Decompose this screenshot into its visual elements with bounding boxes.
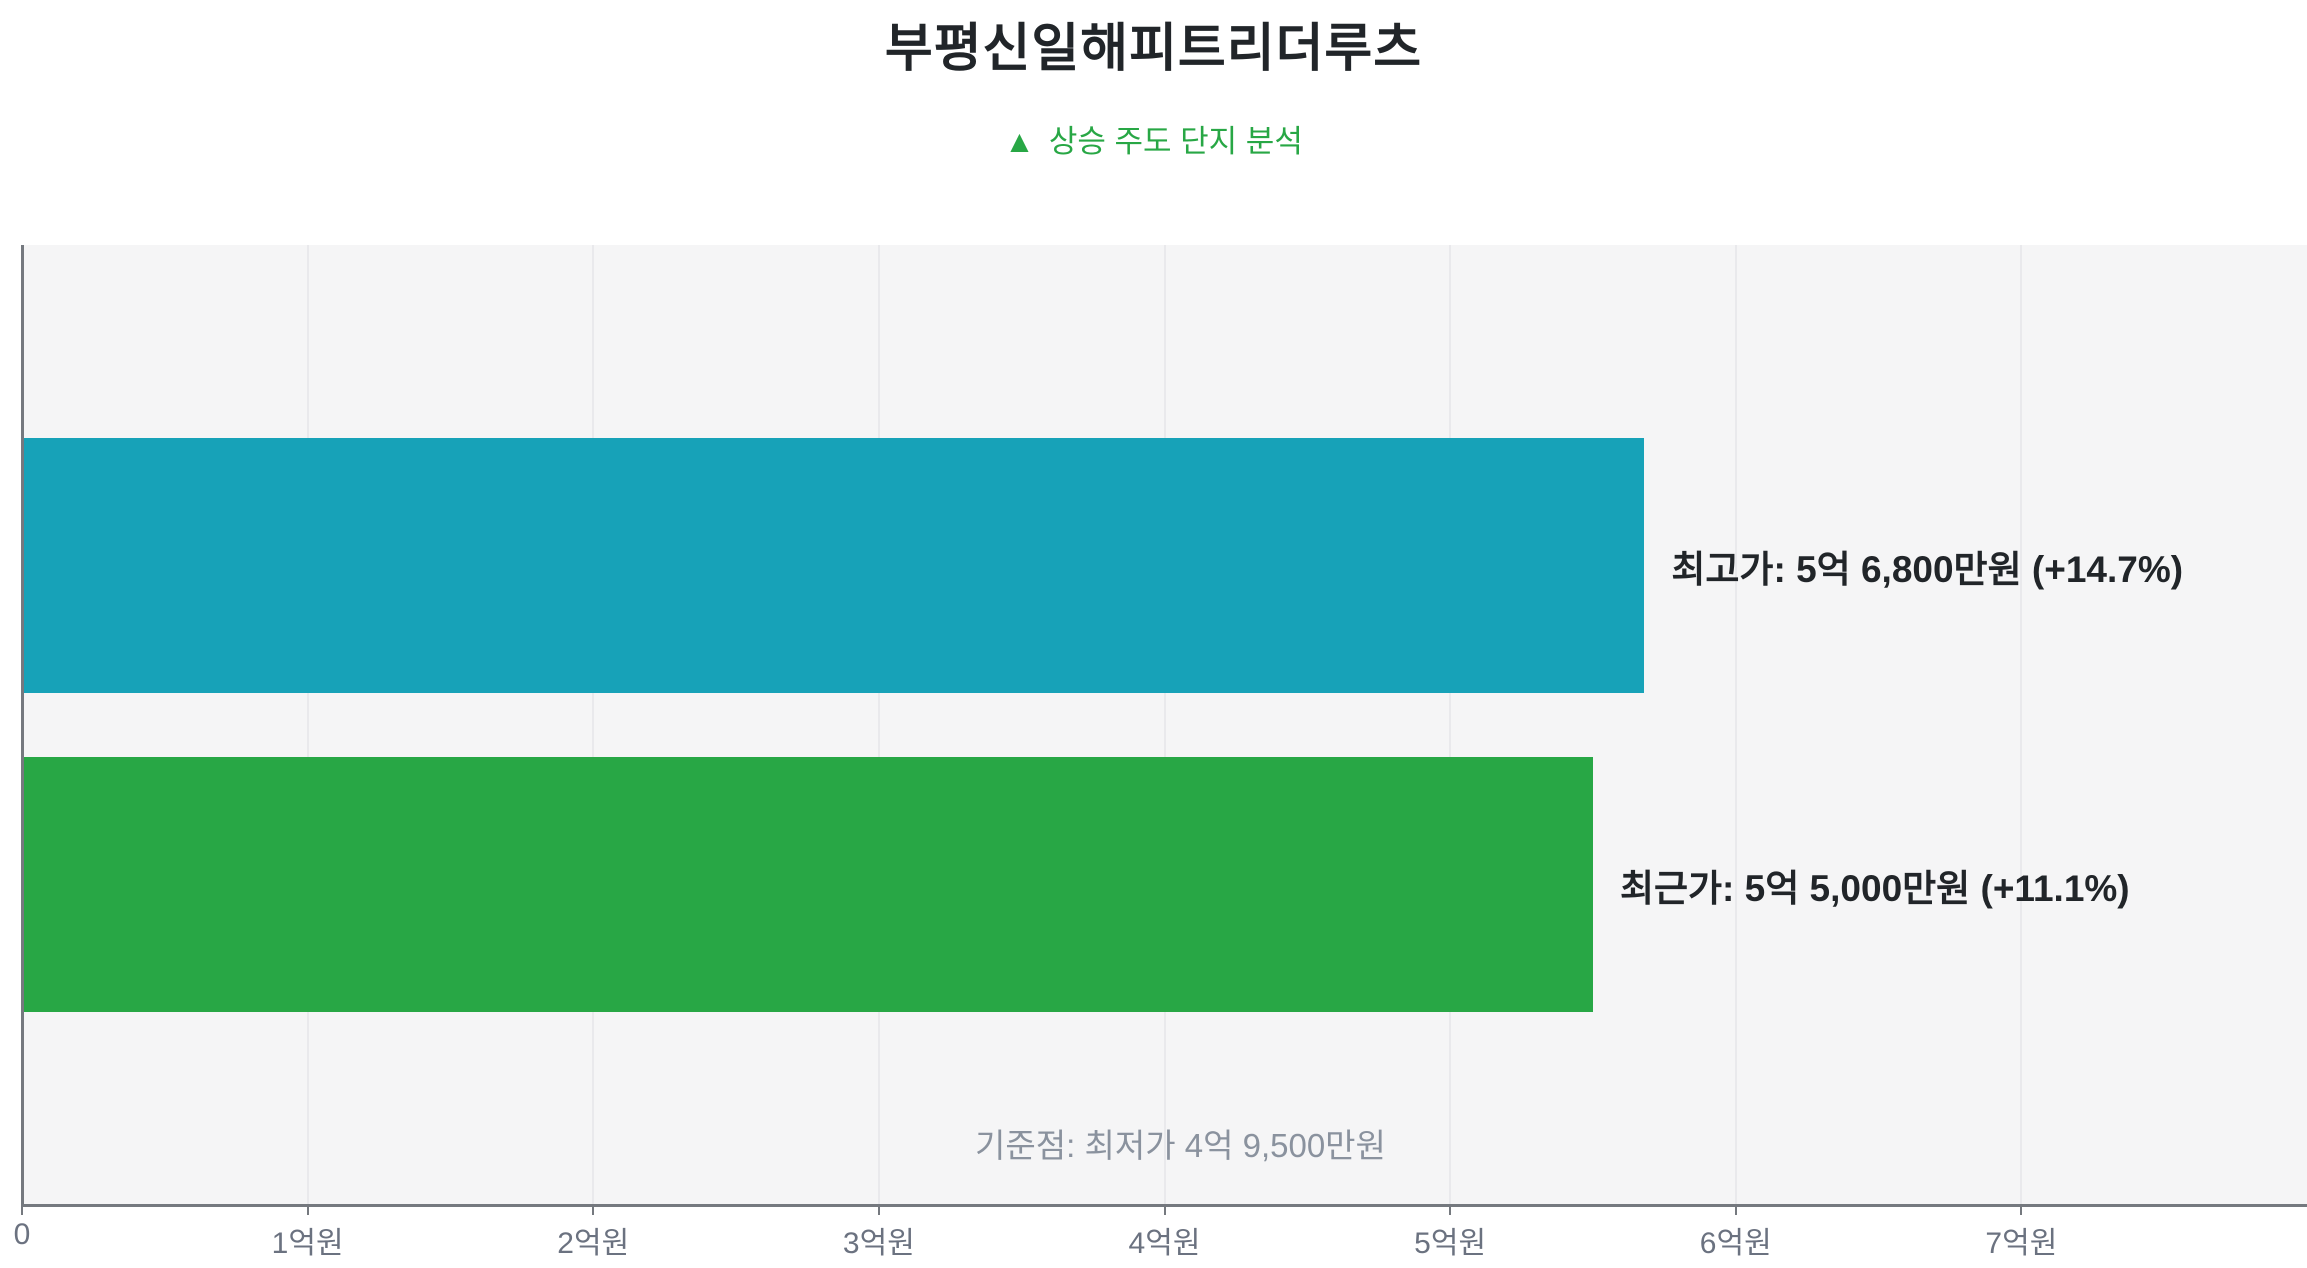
x-tick-mark xyxy=(21,1207,23,1215)
gridline xyxy=(877,245,880,1204)
plot-background xyxy=(24,245,2307,1204)
gridline xyxy=(306,245,309,1204)
gridline xyxy=(2020,245,2023,1204)
x-tick-mark xyxy=(1449,1207,1452,1215)
bar-value-label-recent-price: 최근가: 5억 5,000만원 (+11.1%) xyxy=(1619,867,2130,909)
x-tick-mark xyxy=(2020,1207,2023,1215)
chart-subtitle: ▲ 상승 주도 단지 분석 xyxy=(0,116,2307,161)
plot-area: 최고가: 5억 6,800만원 (+14.7%) 최근가: 5억 5,000만원 … xyxy=(14,245,2307,1260)
x-tick-label: 5억원 xyxy=(1414,1227,1487,1260)
x-tick-label: 2억원 xyxy=(557,1227,630,1260)
gridline xyxy=(1163,245,1166,1204)
x-tick-label: 0 xyxy=(13,1218,31,1251)
gridline xyxy=(592,245,595,1204)
x-axis-line xyxy=(21,1204,2307,1207)
x-tick-mark xyxy=(592,1207,595,1215)
x-tick-label: 3억원 xyxy=(842,1227,915,1260)
x-tick-label: 1억원 xyxy=(271,1227,344,1260)
baseline-annotation: 기준점: 최저가 4억 9,500만원 xyxy=(975,1126,1386,1164)
up-triangle-icon: ▲ xyxy=(1004,124,1035,159)
y-axis-line xyxy=(21,245,24,1207)
bar-recent-price xyxy=(24,757,1593,1013)
x-tick-mark xyxy=(1163,1207,1166,1215)
x-tick-mark xyxy=(306,1207,309,1215)
x-tick-label: 6억원 xyxy=(1699,1227,1772,1260)
x-tick-mark xyxy=(877,1207,880,1215)
bar-value-label-highest-price: 최고가: 5억 6,800만원 (+14.7%) xyxy=(1671,548,2184,590)
x-tick-label: 4억원 xyxy=(1128,1227,1201,1260)
bar-highest-price xyxy=(24,438,1645,694)
gridline xyxy=(1449,245,1452,1204)
chart-title: 부평신일해피트리더루츠 xyxy=(884,20,1423,78)
gridline xyxy=(1734,245,1737,1204)
x-tick-label: 7억원 xyxy=(1985,1227,2058,1260)
subtitle-text: 상승 주도 단지 분석 xyxy=(1048,124,1303,159)
x-tick-mark xyxy=(1734,1207,1737,1215)
